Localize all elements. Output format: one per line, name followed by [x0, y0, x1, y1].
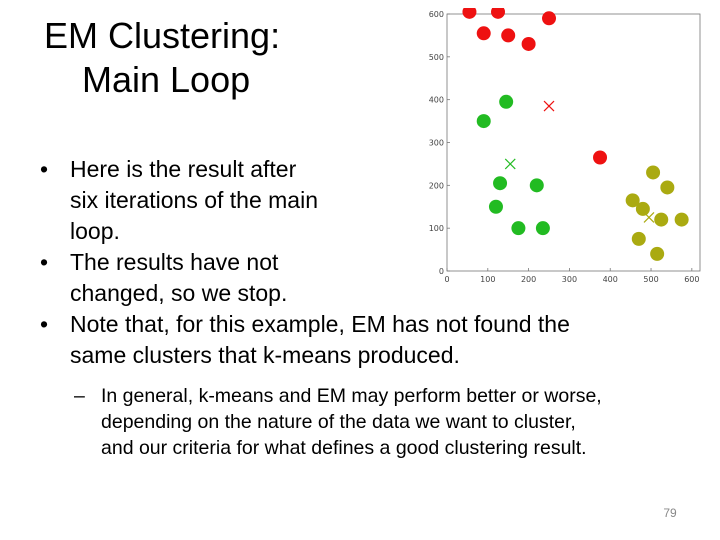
- data-point: [542, 11, 557, 26]
- data-point: [529, 178, 544, 193]
- x-tick-label: 0: [444, 275, 449, 284]
- slide-title: EM Clustering: Main Loop: [44, 14, 374, 102]
- data-point: [674, 212, 689, 227]
- x-tick-label: 500: [643, 275, 658, 284]
- x-tick-label: 400: [603, 275, 618, 284]
- sub-bullet-line-1: In general, k-means and EM may perform b…: [101, 385, 602, 407]
- bullet-2: • The results have not changed, so we st…: [0, 247, 410, 309]
- bullet-list: • Here is the result after six iteration…: [0, 154, 700, 461]
- x-tick-label: 100: [480, 275, 495, 284]
- data-point: [488, 199, 503, 214]
- x-tick-label: 300: [562, 275, 577, 284]
- y-tick-label: 0: [439, 267, 444, 276]
- data-point: [462, 8, 477, 19]
- page-number: 79: [663, 506, 677, 520]
- sub-bullet: – In general, k-means and EM may perform…: [0, 383, 700, 461]
- data-point: [499, 94, 514, 109]
- data-point: [501, 28, 516, 43]
- bullet-3: • Note that, for this example, EM has no…: [0, 309, 700, 371]
- data-point: [635, 201, 650, 216]
- x-tick-label: 200: [521, 275, 536, 284]
- data-point: [625, 193, 640, 208]
- y-tick-label: 300: [429, 139, 444, 148]
- data-point: [476, 26, 491, 41]
- y-tick-label: 400: [429, 96, 444, 105]
- plot-frame: [446, 13, 701, 272]
- data-point: [493, 176, 508, 191]
- bullet-1: • Here is the result after six iteration…: [0, 154, 410, 247]
- slide-title-line-1: EM Clustering:: [44, 15, 281, 56]
- data-point: [521, 36, 536, 51]
- bullet-2-line-1: The results have not: [70, 249, 279, 275]
- data-point: [535, 221, 550, 236]
- sub-bullet-line-2: depending on the nature of the data we w…: [101, 411, 576, 433]
- sub-bullet-line-3: and our criteria for what defines a good…: [101, 437, 587, 459]
- y-tick-label: 500: [429, 53, 444, 62]
- cluster-center-marker: [543, 100, 555, 112]
- bullet-3-line-1: Note that, for this example, EM has not …: [70, 311, 570, 337]
- y-tick-label: 100: [429, 224, 444, 233]
- cluster-center-marker: [504, 158, 516, 170]
- bullet-dot: •: [40, 249, 49, 275]
- sub-bullet-dash: –: [74, 385, 85, 407]
- slide-title-line-2: Main Loop: [82, 59, 251, 100]
- data-point: [654, 212, 669, 227]
- em-scatter-plot: 0 100 200 300 400 500 600 0 100 200 300 400 500 600: [429, 8, 701, 284]
- bullet-dot: •: [40, 156, 49, 182]
- data-point: [660, 180, 675, 195]
- data-point: [511, 221, 526, 236]
- data-point: [646, 165, 661, 180]
- bullet-3-line-2: same clusters that k-means produced.: [70, 342, 460, 368]
- y-tick-label: 200: [429, 181, 444, 190]
- bullet-1-line-3: loop.: [70, 218, 120, 244]
- x-tick-label: 600: [684, 275, 699, 284]
- data-point: [476, 114, 491, 129]
- bullet-1-line-2: six iterations of the main: [70, 187, 319, 213]
- data-point: [650, 246, 665, 261]
- data-point: [631, 231, 646, 246]
- data-point: [593, 150, 608, 165]
- bullet-dot: •: [40, 311, 49, 337]
- bullet-2-line-2: changed, so we stop.: [70, 280, 288, 306]
- cluster-center-marker: [643, 212, 655, 223]
- bullet-1-line-1: Here is the result after: [70, 156, 297, 182]
- y-tick-label: 600: [429, 10, 444, 19]
- data-point: [491, 8, 506, 19]
